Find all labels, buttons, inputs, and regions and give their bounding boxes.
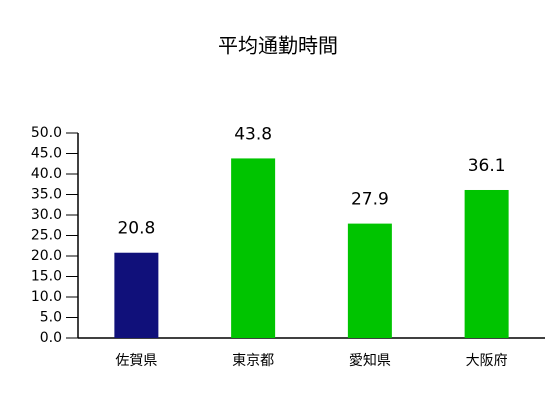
y-tick-label: 0.0	[40, 330, 62, 346]
bar	[231, 158, 276, 338]
x-tick-label: 佐賀県	[115, 353, 157, 369]
y-tick-label: 20.0	[31, 248, 62, 264]
x-tick-label: 大阪府	[466, 353, 508, 369]
bar	[347, 223, 392, 338]
y-tick-label: 40.0	[31, 166, 62, 182]
y-tick-label: 50.0	[31, 125, 62, 141]
y-tick-label: 10.0	[31, 289, 62, 305]
y-tick-label: 15.0	[31, 269, 62, 285]
y-tick-label: 45.0	[31, 146, 62, 162]
value-label: 27.9	[351, 190, 389, 210]
x-tick-label: 東京都	[232, 353, 274, 369]
value-label: 20.8	[117, 219, 155, 239]
chart-title: 平均通勤時間	[218, 34, 338, 58]
y-tick-label: 30.0	[31, 207, 62, 223]
value-label: 36.1	[468, 156, 506, 176]
y-tick-label: 5.0	[40, 310, 62, 326]
x-tick-label: 愛知県	[349, 352, 391, 369]
y-tick-label: 35.0	[31, 187, 62, 203]
bar	[464, 189, 509, 338]
y-tick-label: 25.0	[31, 228, 62, 244]
value-label: 43.8	[234, 124, 272, 144]
bar	[114, 252, 159, 338]
